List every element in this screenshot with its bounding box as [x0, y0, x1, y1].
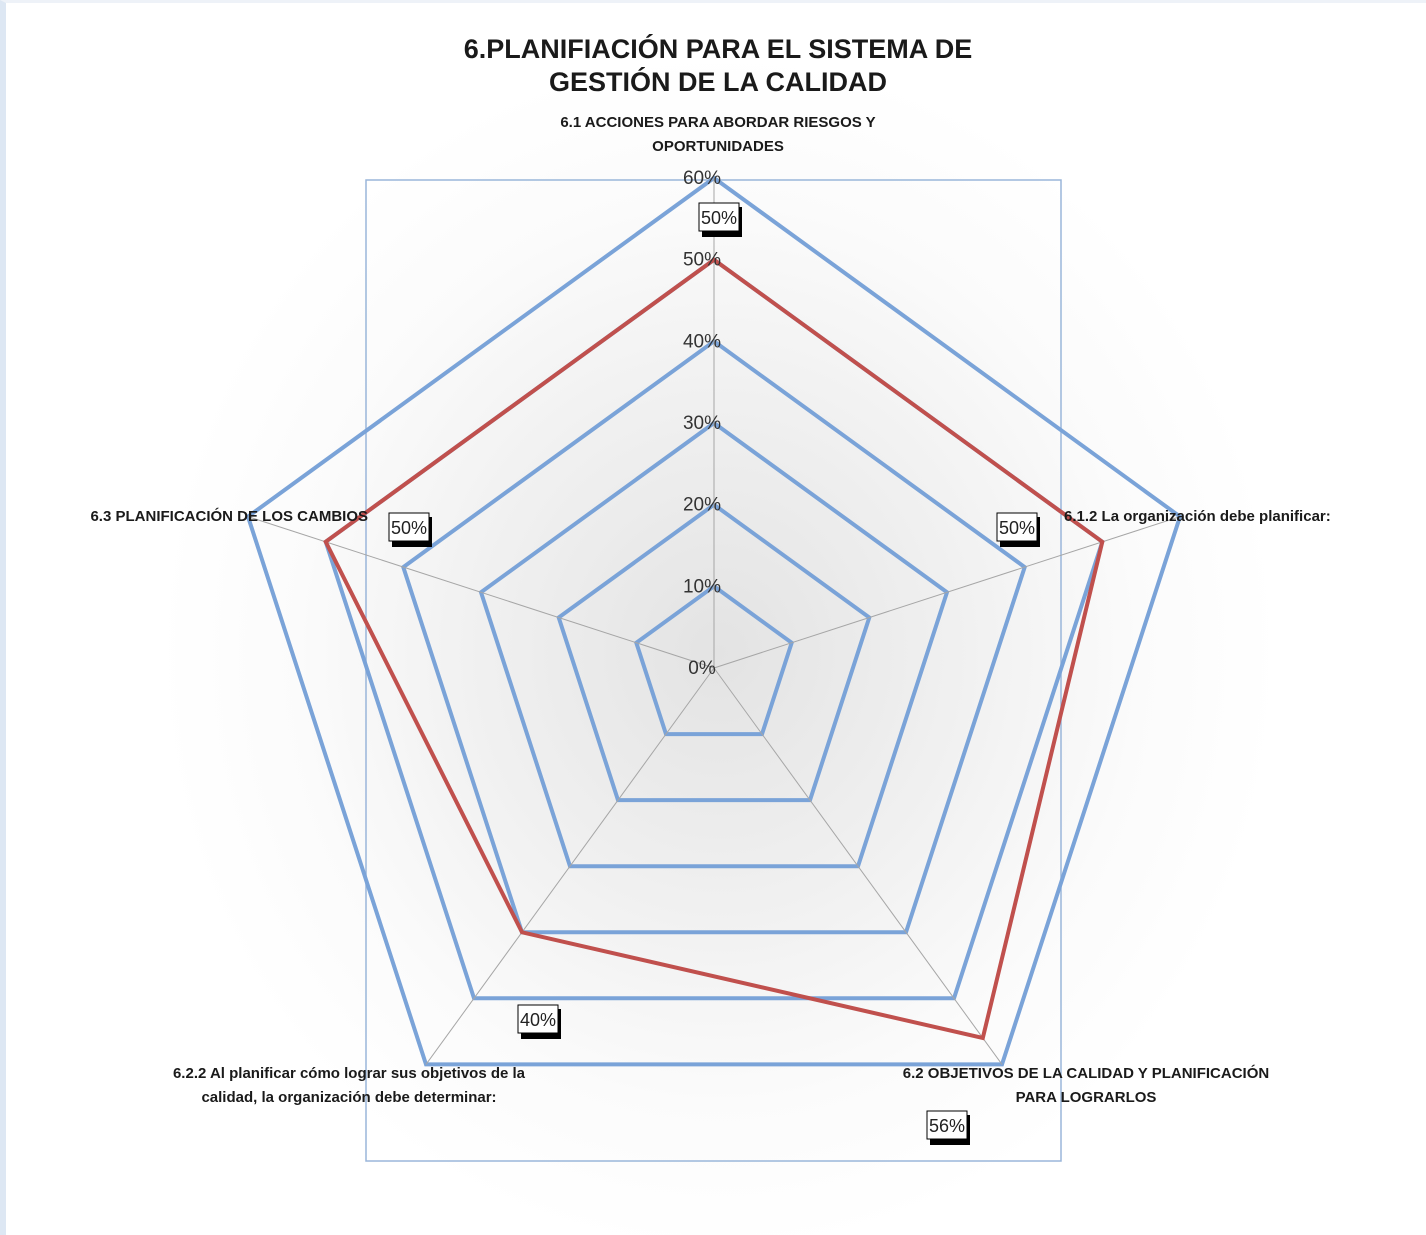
category-label: 6.1.2 La organización debe planificar:: [1064, 508, 1331, 525]
data-label-text: 56%: [929, 1116, 965, 1136]
grid-ring: [400, 338, 1028, 935]
axis-spoke: [247, 516, 715, 669]
category-label: 6.3 PLANIFICACIÓN DE LOS CAMBIOS: [90, 507, 368, 525]
tick-label: 10%: [683, 576, 721, 597]
data-label: 50%: [996, 512, 1040, 547]
axis-spoke: [425, 667, 715, 1065]
data-label: 56%: [926, 1110, 970, 1145]
category-label: 6.2 OBJETIVOS DE LA CALIDAD Y PLANIFICAC…: [903, 1064, 1269, 1082]
series-line: [323, 257, 1105, 1041]
tick-label: 50%: [683, 250, 721, 271]
tick-label: 40%: [683, 331, 721, 352]
grid-ring: [245, 175, 1183, 1067]
category-label: PARA LOGRARLOS: [1016, 1089, 1157, 1106]
data-label-text: 50%: [999, 518, 1035, 538]
tick-label: 60%: [683, 168, 721, 189]
data-label-box: [996, 512, 1038, 542]
chart-title: 6.PLANIFIACIÓN PARA EL SISTEMA DE: [464, 33, 973, 64]
data-label-text: 50%: [701, 208, 737, 228]
category-label: 6.2.2 Al planificar cómo lograr sus obje…: [173, 1065, 526, 1082]
data-label-box: [517, 1004, 559, 1034]
chart-title: GESTIÓN DE LA CALIDAD: [549, 66, 887, 97]
data-label: 50%: [388, 512, 432, 547]
data-label-text: 40%: [520, 1010, 556, 1030]
data-label: 40%: [517, 1004, 561, 1039]
category-label: calidad, la organización debe determinar…: [201, 1089, 496, 1106]
data-label-box: [698, 202, 740, 232]
grid-ring: [556, 502, 872, 803]
radar-chart: 0% 10% 20% 30% 40% 50% 60% 6.1 ACCIONES PARA A…: [90, 33, 1331, 1162]
data-label-box: [926, 1110, 968, 1140]
axis-spoke: [713, 516, 1181, 669]
tick-label: 20%: [683, 495, 721, 516]
axis-spoke: [713, 667, 1003, 1065]
tick-label: 30%: [683, 413, 721, 434]
data-label-text: 50%: [391, 518, 427, 538]
data-label-box: [388, 512, 430, 542]
grid-ring: [633, 583, 795, 737]
grid-ring: [478, 420, 950, 869]
category-label: OPORTUNIDADES: [652, 138, 784, 155]
data-label: 50%: [698, 202, 742, 237]
category-label: 6.1 ACCIONES PARA ABORDAR RIESGOS Y: [560, 114, 875, 131]
tick-label: 0%: [688, 658, 716, 679]
